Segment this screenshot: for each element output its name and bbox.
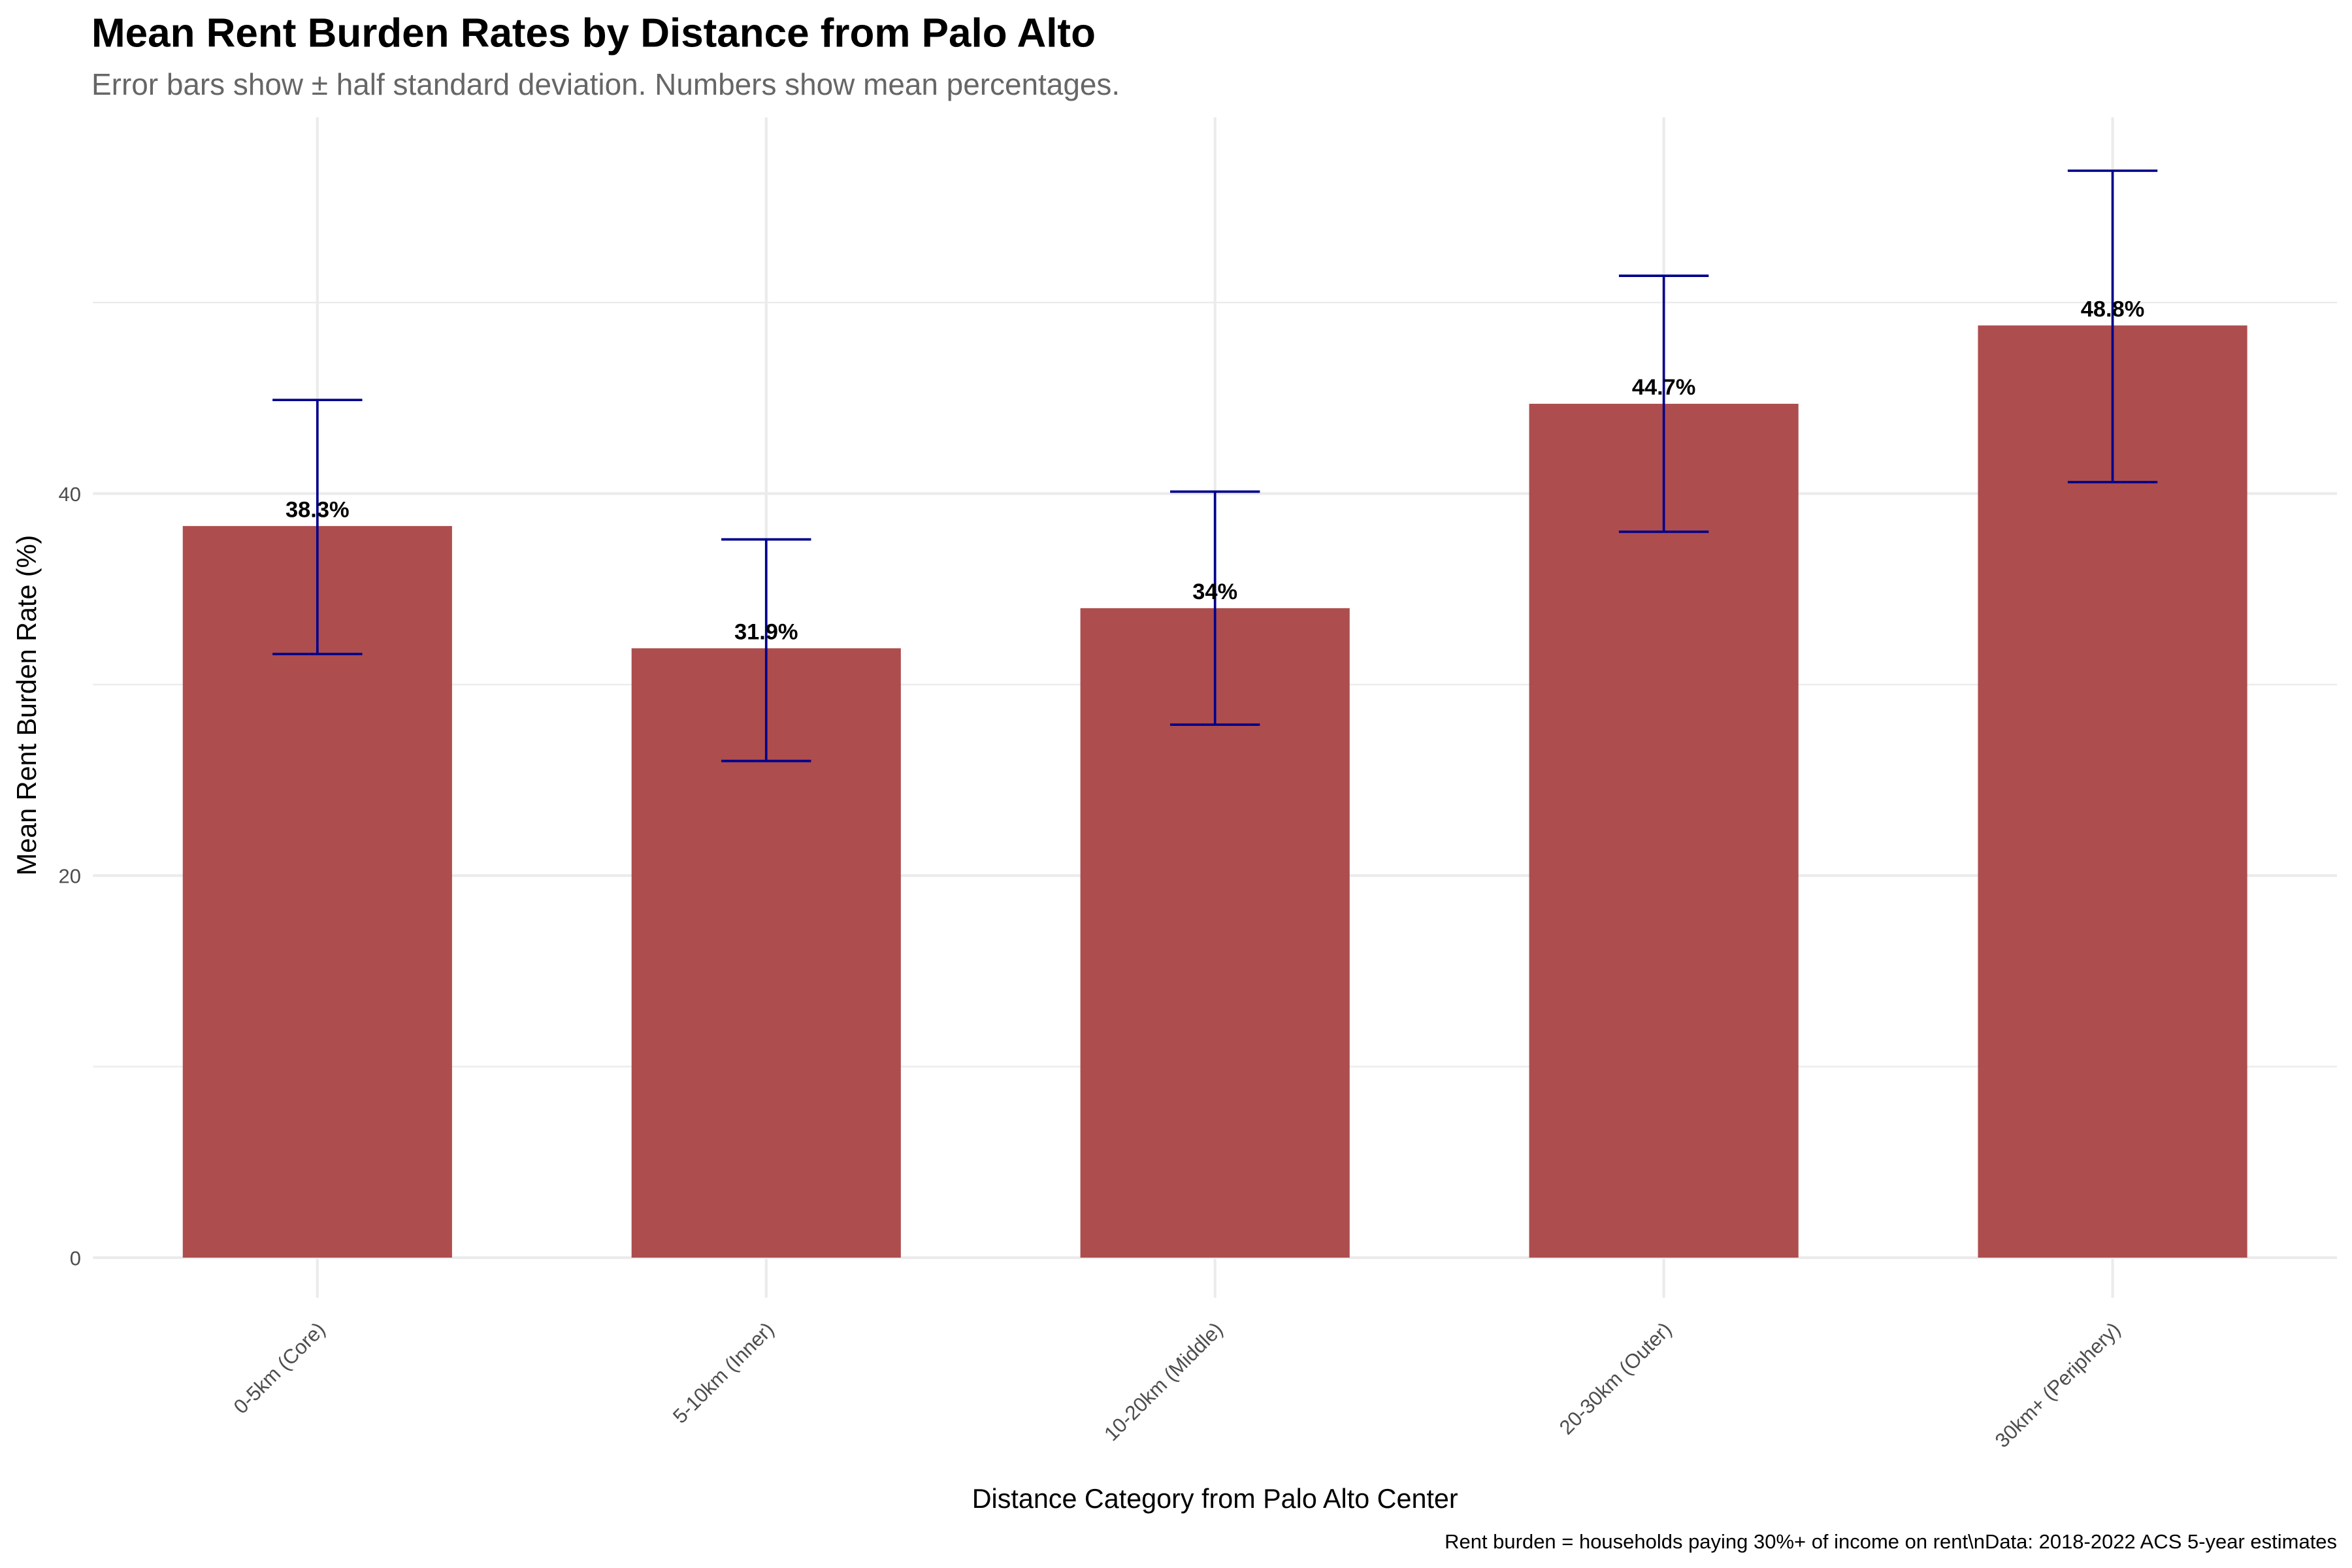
data-labels: 38.3% 31.9% 34% 44.7% 48.8%: [286, 297, 2144, 644]
y-tick-label: 40: [59, 483, 81, 506]
bar: [1529, 404, 1799, 1258]
chart-title: Mean Rent Burden Rates by Distance from …: [91, 11, 1096, 56]
y-axis-title: Mean Rent Burden Rate (%): [12, 535, 42, 875]
bars: [182, 325, 2247, 1258]
y-tick-label: 0: [70, 1247, 81, 1269]
data-label: 38.3%: [286, 497, 350, 522]
x-tick-label: 20-30km (Outer): [1555, 1318, 1676, 1439]
x-tick-label: 0-5km (Core): [229, 1318, 330, 1418]
x-axis-title: Distance Category from Palo Alto Center: [972, 1484, 1458, 1514]
data-label: 44.7%: [1632, 375, 1696, 400]
y-axis-ticks: 0 20 40: [59, 483, 81, 1270]
x-tick-label: 5-10km (Inner): [668, 1318, 778, 1428]
chart-caption: Rent burden = households paying 30%+ of …: [1445, 1530, 2337, 1553]
chart-subtitle: Error bars show ± half standard deviatio…: [91, 67, 1120, 101]
x-tick-label: 30km+ (Periphery): [1991, 1318, 2125, 1452]
data-label: 48.8%: [2081, 297, 2145, 321]
x-axis-ticks: 0-5km (Core) 5-10km (Inner) 10-20km (Middl…: [229, 1318, 2125, 1452]
error-bars: [272, 169, 2158, 762]
data-label: 31.9%: [734, 619, 798, 644]
x-tick-label: 10-20km (Middle): [1100, 1318, 1227, 1445]
y-tick-label: 20: [59, 865, 81, 888]
data-label: 34%: [1192, 580, 1237, 604]
